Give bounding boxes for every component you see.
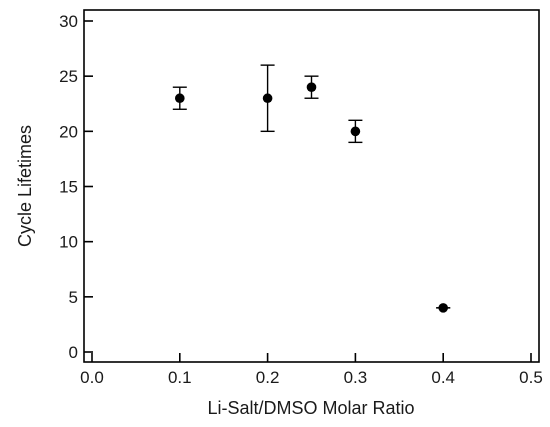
y-axis-ticks: 0 5 10 15 20 25 30 (59, 12, 93, 362)
data-point-group (436, 303, 451, 313)
data-point (350, 126, 361, 137)
y-axis-label: Cycle Lifetimes (15, 125, 35, 247)
data-points (172, 64, 451, 313)
x-tick-label: 0.4 (431, 368, 455, 387)
x-tick-label: 0.2 (256, 368, 280, 387)
data-point (438, 303, 449, 313)
y-tick-label: 20 (59, 122, 78, 141)
y-tick-label: 10 (59, 233, 78, 252)
y-tick-label: 0 (69, 343, 78, 362)
x-tick-label: 0.5 (519, 368, 543, 387)
y-tick-label: 25 (59, 67, 78, 86)
plot-frame (83, 9, 540, 363)
data-point (306, 82, 317, 92)
x-axis-ticks: 0.0 0.1 0.2 0.3 0.4 0.5 (80, 353, 543, 387)
y-tick-label: 30 (59, 12, 78, 31)
x-tick-label: 0.0 (80, 368, 104, 387)
y-tick-label: 5 (69, 288, 78, 307)
x-axis-label: Li-Salt/DMSO Molar Ratio (207, 398, 414, 418)
y-tick-label: 15 (59, 178, 78, 197)
x-tick-label: 0.3 (344, 368, 368, 387)
data-point-group (260, 64, 275, 133)
data-point-group (172, 86, 187, 110)
data-point-group (304, 75, 319, 99)
data-point-group (348, 119, 363, 144)
data-point (175, 93, 185, 104)
data-point (262, 93, 273, 104)
x-tick-label: 0.1 (168, 368, 192, 387)
